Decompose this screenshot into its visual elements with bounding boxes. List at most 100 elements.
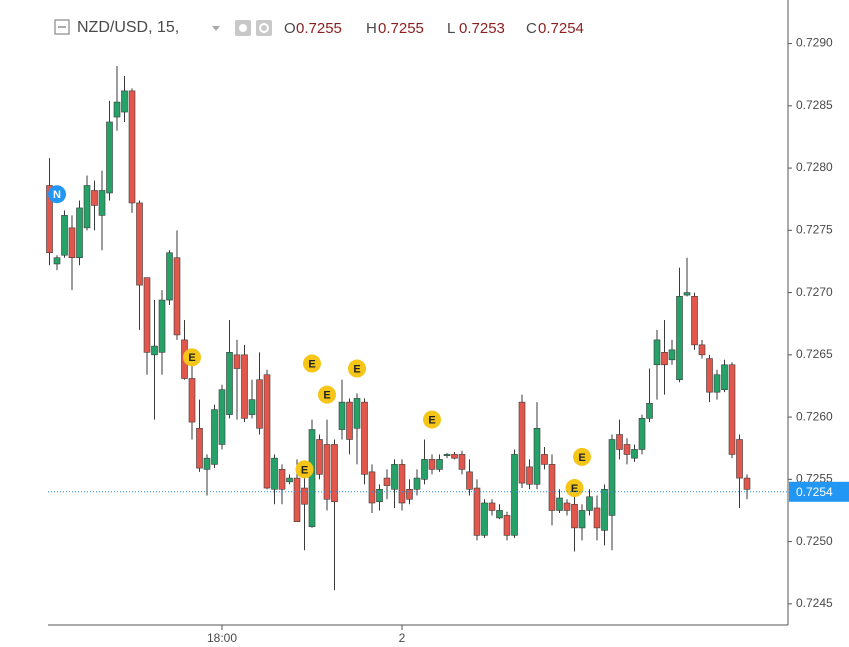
candle-body: [53, 257, 61, 265]
candle-body: [308, 429, 316, 527]
candle-body: [68, 227, 76, 259]
candle-body: [466, 471, 473, 490]
event-label: N: [53, 189, 61, 201]
event-marker: [303, 354, 321, 373]
candle-body: [646, 403, 653, 419]
candle-body: [586, 496, 593, 511]
interval-dropdown[interactable]: [212, 26, 220, 31]
candle-body: [323, 444, 331, 500]
candle-body: [91, 190, 98, 206]
candle-body: [248, 399, 256, 415]
candle-body: [278, 469, 286, 490]
candle-body: [706, 358, 713, 393]
candle-body: [398, 464, 406, 504]
plot-area: 0.72450.72500.72550.72600.72650.72700.72…: [46, 36, 849, 645]
candle-body: [443, 454, 451, 456]
candle-body: [121, 90, 128, 113]
candle-body: [698, 344, 706, 356]
ohlc-value: 0.7255: [378, 20, 424, 37]
candle-body: [173, 257, 181, 336]
candle-body: [143, 277, 151, 353]
candle-body: [691, 296, 698, 346]
candle-body: [106, 121, 113, 194]
candle-body: [458, 454, 466, 470]
candle-body: [76, 207, 83, 259]
candle-body: [616, 434, 623, 450]
y-tick-label: 0.7265: [796, 347, 833, 361]
event-label: E: [323, 390, 330, 402]
event-marker: [573, 447, 591, 466]
candle-body: [413, 477, 421, 490]
ohlc-value: 0.7255: [296, 20, 342, 37]
candle-body: [203, 457, 211, 470]
y-tick-label: 0.7250: [796, 534, 833, 548]
candle-body: [241, 354, 248, 419]
last-price-label: 0.7254: [796, 485, 833, 499]
collapse-button[interactable]: [54, 19, 70, 35]
ohlc-key: H: [366, 20, 377, 37]
candle-body: [683, 292, 691, 296]
candle-body: [331, 444, 338, 503]
candle-body: [608, 439, 616, 516]
candle-body: [728, 364, 736, 455]
candle-body: [668, 349, 676, 361]
candle-body: [601, 488, 608, 531]
ohlc-value: 0.7254: [538, 20, 584, 37]
candle-body: [451, 454, 458, 459]
candle-body: [346, 401, 353, 440]
candle-body: [661, 352, 668, 366]
candle-body: [256, 379, 263, 429]
candle-body: [743, 477, 751, 490]
candle-body: [338, 401, 346, 430]
candle-body: [556, 497, 563, 511]
candle-body: [211, 409, 218, 465]
candle-body: [496, 510, 503, 519]
x-tick-label: 2: [399, 631, 406, 645]
candle-body: [218, 389, 226, 445]
event-marker: [565, 479, 584, 498]
candle-body: [383, 477, 391, 486]
candle-body: [406, 488, 413, 500]
ohlc-value: 0.7253: [459, 20, 505, 37]
y-tick-label: 0.7270: [796, 285, 833, 299]
candle-body: [166, 252, 173, 301]
event-marker: [318, 385, 336, 404]
candle-body: [368, 471, 376, 504]
candle-body: [473, 487, 481, 536]
candle-body: [46, 185, 53, 254]
candle-body: [563, 502, 571, 511]
event-marker: [183, 348, 201, 367]
ohlc-legend: O 0.7255 H 0.7255 L 0.7253 C 0.7254: [284, 20, 584, 37]
candle-body: [151, 345, 158, 356]
y-tick-label: 0.7245: [796, 596, 833, 610]
y-tick-label: 0.7290: [796, 36, 833, 50]
candle-body: [98, 190, 106, 216]
candle-body: [541, 454, 548, 465]
eye-icon: [239, 24, 247, 32]
candle-body: [511, 454, 518, 536]
candle-body: [353, 398, 361, 429]
candle-body: [316, 439, 323, 475]
event-label: E: [578, 452, 585, 464]
candle-body: [571, 503, 578, 529]
candle-body: [391, 464, 398, 490]
candle-body: [428, 459, 436, 470]
settings-button[interactable]: [256, 20, 272, 36]
event-label: E: [353, 363, 360, 375]
candle-body: [188, 378, 196, 423]
candle-body: [158, 299, 166, 353]
event-label: E: [571, 483, 578, 495]
x-tick-label: 18:00: [207, 631, 237, 645]
candle-body: [578, 510, 586, 529]
ohlc-key: L: [447, 20, 455, 37]
candle-body: [226, 352, 233, 415]
candle-body: [526, 466, 533, 485]
gear-icon: [259, 23, 269, 33]
candle-body: [196, 427, 203, 469]
candle-body: [713, 374, 721, 393]
event-marker: [48, 185, 66, 204]
candle-body: [736, 439, 743, 479]
candle-body: [293, 477, 301, 522]
